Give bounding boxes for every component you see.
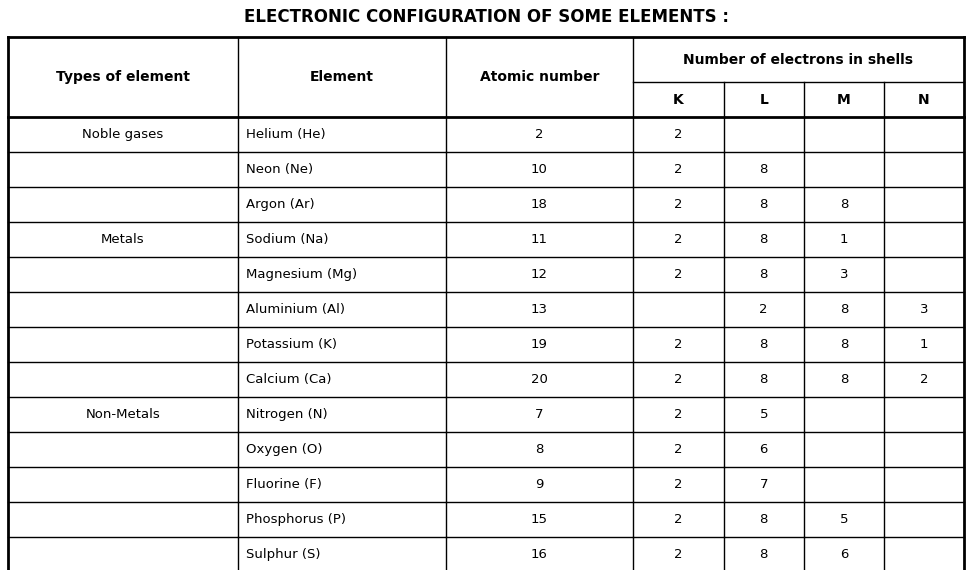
- Text: Sulphur (S): Sulphur (S): [246, 548, 320, 561]
- Text: 8: 8: [536, 443, 543, 456]
- Text: L: L: [759, 92, 768, 107]
- Text: 7: 7: [536, 408, 543, 421]
- Text: 12: 12: [531, 268, 548, 281]
- Text: 13: 13: [531, 303, 548, 316]
- Text: 2: 2: [674, 163, 682, 176]
- Text: 5: 5: [840, 513, 849, 526]
- Text: 6: 6: [759, 443, 768, 456]
- Text: 16: 16: [531, 548, 548, 561]
- Text: Oxygen (O): Oxygen (O): [246, 443, 322, 456]
- Text: 10: 10: [531, 163, 548, 176]
- Text: 8: 8: [759, 268, 768, 281]
- Text: 9: 9: [536, 478, 543, 491]
- Text: 6: 6: [840, 548, 848, 561]
- Text: 2: 2: [674, 513, 682, 526]
- Text: Nitrogen (N): Nitrogen (N): [246, 408, 328, 421]
- Text: 8: 8: [840, 373, 848, 386]
- Text: 5: 5: [759, 408, 768, 421]
- Text: 2: 2: [674, 548, 682, 561]
- Text: 8: 8: [759, 513, 768, 526]
- Text: Atomic number: Atomic number: [479, 70, 599, 84]
- Text: 2: 2: [674, 268, 682, 281]
- Text: 2: 2: [674, 408, 682, 421]
- Text: Types of element: Types of element: [55, 70, 190, 84]
- Text: 2: 2: [674, 233, 682, 246]
- Text: 8: 8: [759, 338, 768, 351]
- Text: 2: 2: [674, 373, 682, 386]
- Text: Fluorine (F): Fluorine (F): [246, 478, 322, 491]
- Text: 2: 2: [674, 338, 682, 351]
- Text: Metals: Metals: [101, 233, 145, 246]
- Text: 8: 8: [759, 373, 768, 386]
- Text: 8: 8: [759, 233, 768, 246]
- Text: 15: 15: [531, 513, 548, 526]
- Text: 1: 1: [920, 338, 928, 351]
- Text: Noble gases: Noble gases: [83, 128, 163, 141]
- Text: 3: 3: [920, 303, 928, 316]
- Text: 8: 8: [840, 303, 848, 316]
- Text: 20: 20: [531, 373, 548, 386]
- Text: Element: Element: [310, 70, 374, 84]
- Text: 2: 2: [759, 303, 768, 316]
- Text: 8: 8: [759, 198, 768, 211]
- Text: Phosphorus (P): Phosphorus (P): [246, 513, 346, 526]
- Text: Potassium (K): Potassium (K): [246, 338, 336, 351]
- Text: Aluminium (Al): Aluminium (Al): [246, 303, 345, 316]
- Text: 8: 8: [759, 548, 768, 561]
- Text: Number of electrons in shells: Number of electrons in shells: [683, 52, 914, 67]
- Text: 2: 2: [674, 198, 682, 211]
- Text: 2: 2: [674, 478, 682, 491]
- Text: 18: 18: [531, 198, 548, 211]
- Text: Sodium (Na): Sodium (Na): [246, 233, 329, 246]
- Text: ELECTRONIC CONFIGURATION OF SOME ELEMENTS :: ELECTRONIC CONFIGURATION OF SOME ELEMENT…: [244, 8, 728, 26]
- Text: 7: 7: [759, 478, 768, 491]
- Text: 8: 8: [840, 338, 848, 351]
- Text: 3: 3: [840, 268, 849, 281]
- Text: Neon (Ne): Neon (Ne): [246, 163, 313, 176]
- Text: 2: 2: [920, 373, 928, 386]
- Text: 1: 1: [840, 233, 849, 246]
- Text: 2: 2: [674, 443, 682, 456]
- Text: Non-Metals: Non-Metals: [86, 408, 160, 421]
- Text: Calcium (Ca): Calcium (Ca): [246, 373, 331, 386]
- Text: Magnesium (Mg): Magnesium (Mg): [246, 268, 357, 281]
- Text: 11: 11: [531, 233, 548, 246]
- Text: Helium (He): Helium (He): [246, 128, 326, 141]
- Text: 8: 8: [840, 198, 848, 211]
- Text: K: K: [673, 92, 683, 107]
- Text: 19: 19: [531, 338, 548, 351]
- Text: M: M: [837, 92, 850, 107]
- Text: 2: 2: [536, 128, 543, 141]
- Text: N: N: [919, 92, 930, 107]
- Text: 2: 2: [674, 128, 682, 141]
- Text: 8: 8: [759, 163, 768, 176]
- Text: Argon (Ar): Argon (Ar): [246, 198, 314, 211]
